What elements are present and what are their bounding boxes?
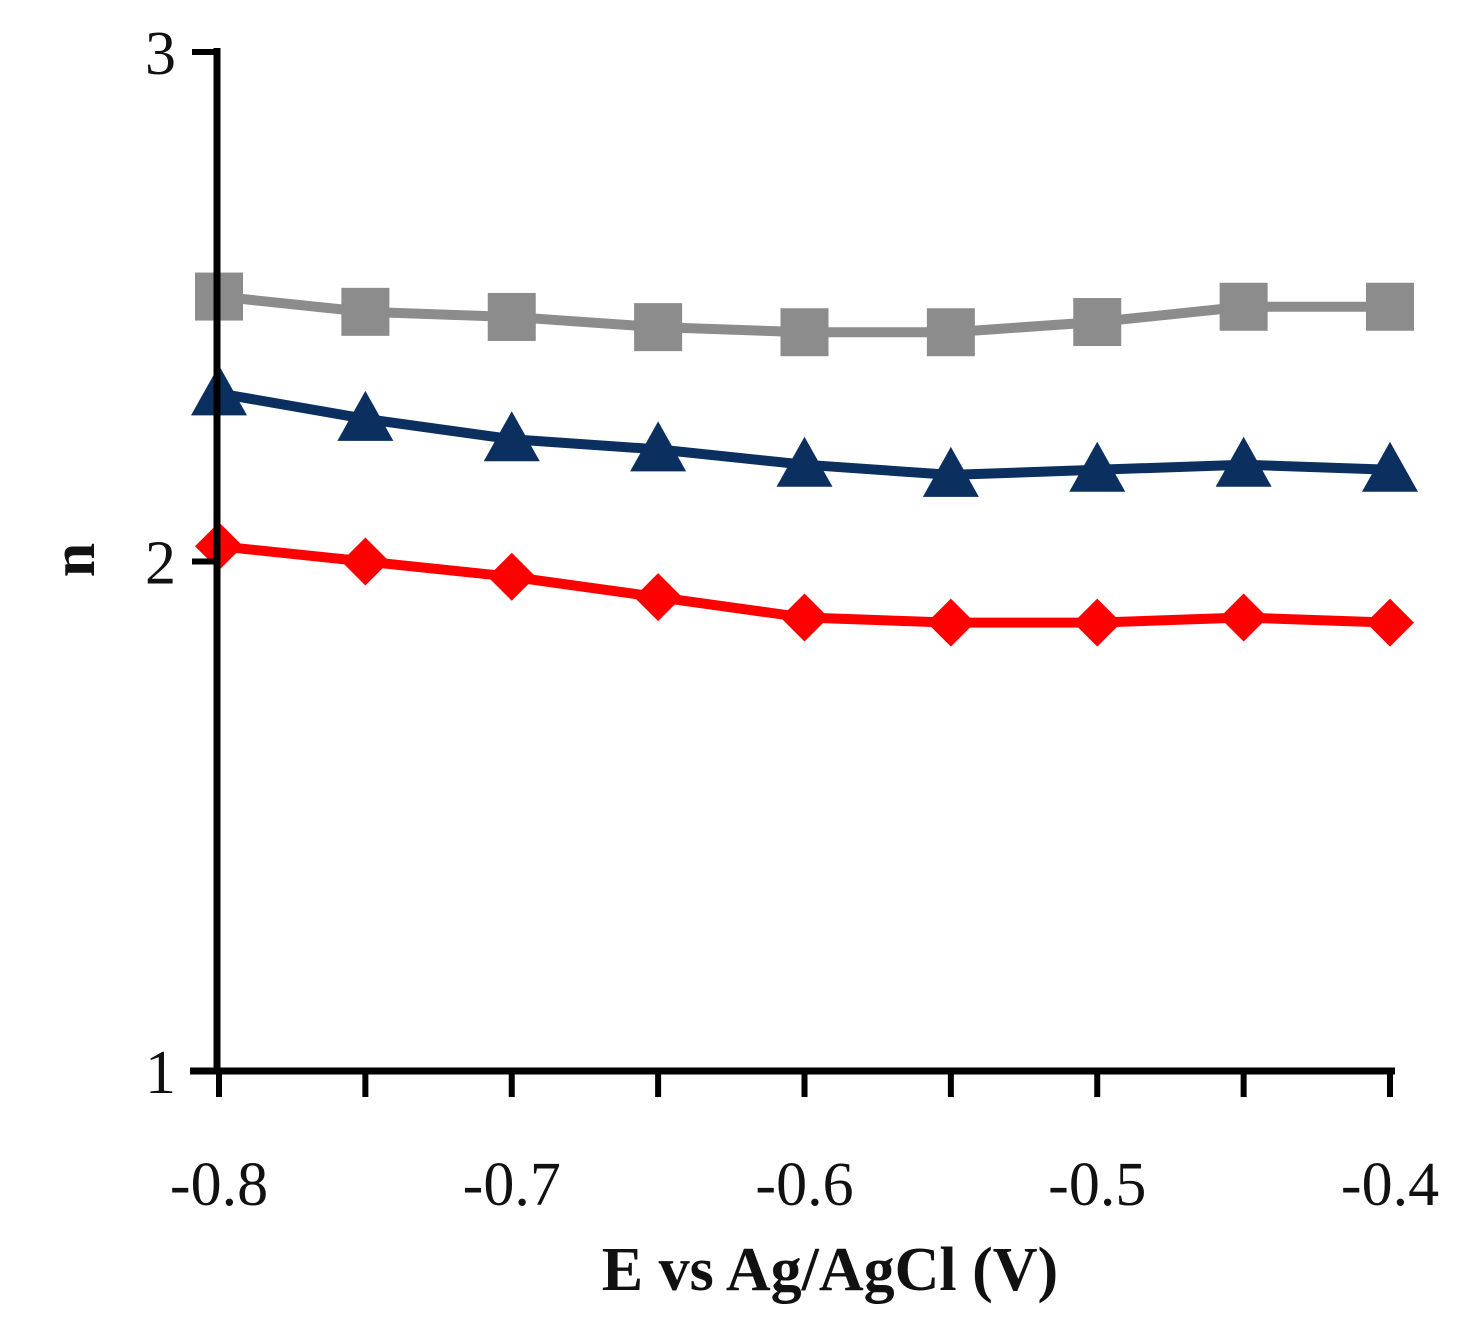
series-layer bbox=[191, 272, 1418, 647]
x-tick-label: -0.8 bbox=[170, 1151, 268, 1219]
y-tick-label: 2 bbox=[145, 530, 176, 598]
data-point-square bbox=[780, 308, 829, 357]
x-tick-label: -0.7 bbox=[463, 1151, 561, 1219]
x-axis-title: E vs Ag/AgCl (V) bbox=[602, 1236, 1058, 1304]
data-point-triangle bbox=[1215, 436, 1272, 487]
data-point-triangle bbox=[337, 390, 394, 441]
data-point-square bbox=[1366, 282, 1414, 331]
data-point-square bbox=[1073, 298, 1122, 347]
data-point-triangle bbox=[483, 411, 540, 462]
data-point-triangle bbox=[922, 446, 979, 497]
data-point-square bbox=[341, 287, 390, 336]
x-tick-label: -0.6 bbox=[755, 1151, 853, 1219]
series-red-diamonds bbox=[195, 522, 1414, 647]
data-point-diamond bbox=[780, 593, 829, 642]
data-point-triangle bbox=[1069, 441, 1126, 492]
data-point-triangle bbox=[776, 436, 833, 487]
data-point-square bbox=[634, 303, 683, 352]
data-point-diamond bbox=[341, 537, 390, 586]
data-point-diamond bbox=[1073, 598, 1122, 647]
data-point-diamond bbox=[634, 573, 683, 622]
data-point-diamond bbox=[926, 598, 975, 647]
y-tick-label: 1 bbox=[145, 1039, 176, 1107]
data-point-triangle bbox=[630, 421, 687, 472]
series-navy-triangles bbox=[191, 365, 1418, 497]
x-tick-label: -0.4 bbox=[1341, 1151, 1439, 1219]
x-tick-label: -0.5 bbox=[1048, 1151, 1146, 1219]
y-axis-title: n bbox=[40, 543, 108, 577]
series-gray-squares bbox=[195, 272, 1414, 357]
data-point-triangle bbox=[1362, 441, 1418, 492]
data-point-diamond bbox=[487, 552, 536, 601]
ticks-layer: 1 2 3 -0.8 -0.7 -0.6 -0.5 -0.4 bbox=[145, 20, 1439, 1219]
data-point-diamond bbox=[1366, 598, 1414, 647]
y-tick-label: 3 bbox=[145, 20, 176, 88]
data-point-diamond bbox=[1219, 593, 1268, 642]
data-point-square bbox=[926, 308, 975, 357]
data-point-square bbox=[1219, 282, 1268, 331]
data-point-square bbox=[487, 292, 536, 341]
